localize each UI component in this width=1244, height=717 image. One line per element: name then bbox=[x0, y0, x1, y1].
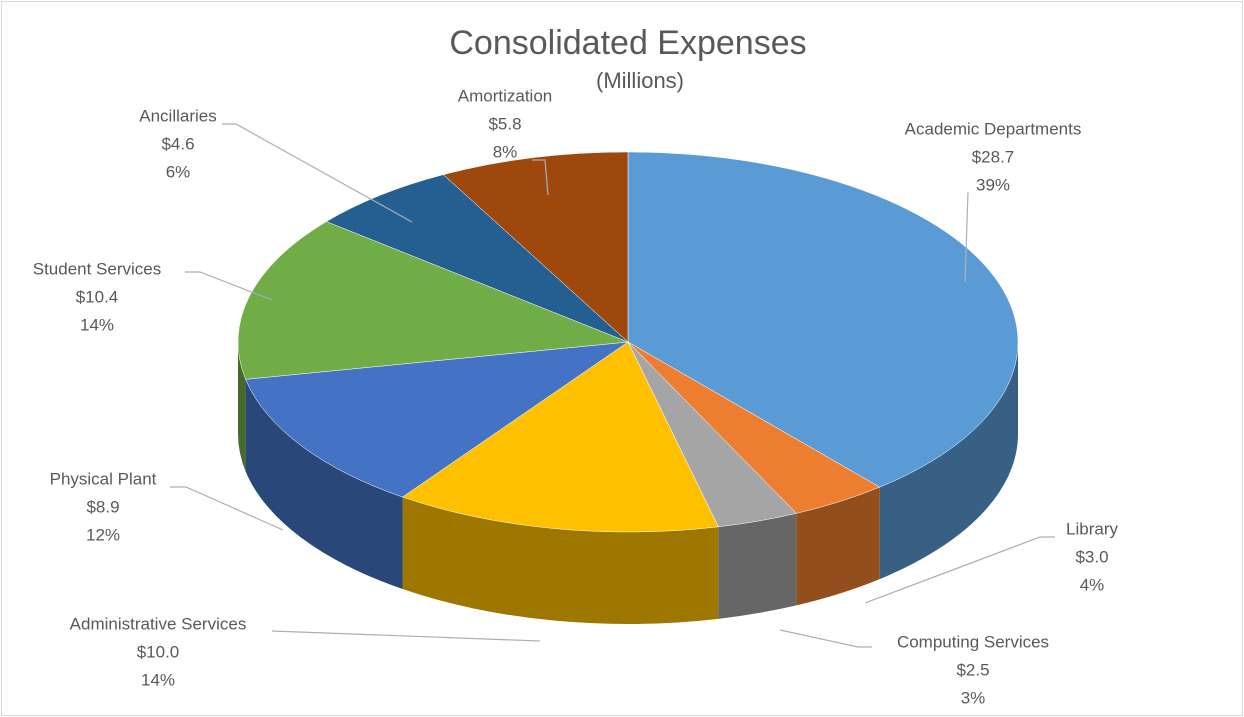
leader-line bbox=[222, 123, 413, 223]
value-label: $28.7 bbox=[972, 147, 1015, 166]
percentage-label: 4% bbox=[1080, 575, 1105, 594]
percentage-label: 39% bbox=[976, 175, 1010, 194]
value-label: $10.4 bbox=[76, 287, 119, 306]
leader-line bbox=[185, 271, 273, 301]
slice bbox=[627, 151, 1019, 488]
slice-side bbox=[402, 497, 719, 625]
slice bbox=[442, 151, 629, 343]
leader-line bbox=[170, 486, 284, 531]
value-label: $3.0 bbox=[1075, 547, 1108, 566]
percentage-label: 14% bbox=[141, 670, 175, 689]
slice-side bbox=[796, 487, 880, 606]
chart-title: Consolidated Expenses bbox=[449, 24, 806, 62]
leader-line bbox=[532, 159, 549, 196]
slice bbox=[237, 221, 629, 380]
slice-side bbox=[879, 342, 1018, 580]
leader-line bbox=[271, 630, 541, 642]
slice-side bbox=[238, 342, 246, 472]
category-label: Ancillaries bbox=[139, 106, 216, 125]
value-label: $8.9 bbox=[86, 497, 119, 516]
category-label: Administrative Services bbox=[70, 614, 247, 633]
leader-line bbox=[964, 191, 969, 283]
percentage-label: 3% bbox=[961, 688, 986, 707]
category-label: Physical Plant bbox=[50, 469, 157, 488]
value-label: $4.6 bbox=[161, 134, 194, 153]
value-label: $5.8 bbox=[488, 114, 521, 133]
leader-line bbox=[864, 536, 1055, 604]
category-label: Student Services bbox=[33, 259, 162, 278]
value-label: $10.0 bbox=[137, 642, 180, 661]
leader-line bbox=[779, 629, 872, 648]
percentage-label: 12% bbox=[86, 525, 120, 544]
percentage-label: 6% bbox=[166, 162, 191, 181]
category-label: Library bbox=[1066, 519, 1118, 538]
percentage-label: 8% bbox=[493, 142, 518, 161]
slice bbox=[245, 341, 629, 498]
slice bbox=[401, 341, 719, 533]
category-label: Academic Departments bbox=[905, 119, 1082, 138]
category-label: Amortization bbox=[458, 86, 552, 105]
slice-side bbox=[245, 379, 403, 590]
percentage-label: 14% bbox=[80, 315, 114, 334]
chart-subtitle: (Millions) bbox=[596, 68, 684, 93]
slice-side bbox=[718, 513, 797, 619]
value-label: $2.5 bbox=[956, 660, 989, 679]
category-label: Computing Services bbox=[897, 632, 1049, 651]
